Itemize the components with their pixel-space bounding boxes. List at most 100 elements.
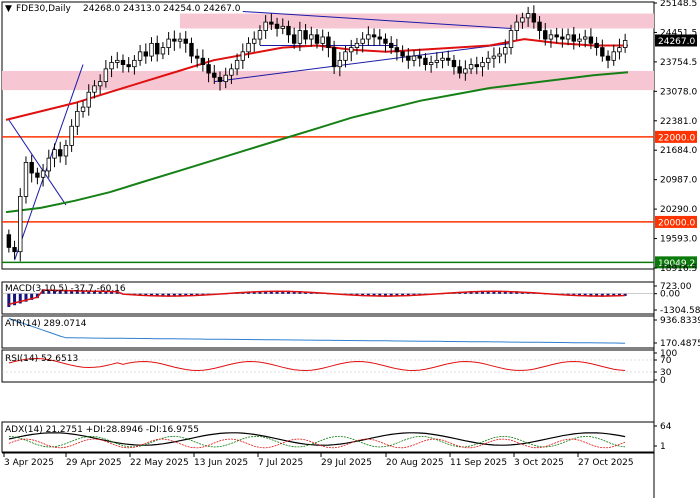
candle-body[interactable] [446, 57, 451, 61]
candle-body[interactable] [588, 36, 594, 44]
candle-body[interactable] [297, 30, 303, 44]
candle-body[interactable] [126, 64, 131, 68]
candle-body[interactable] [463, 68, 468, 74]
candle-body[interactable] [115, 59, 120, 63]
candle-body[interactable] [354, 42, 360, 48]
candle-body[interactable] [537, 21, 542, 31]
candle-body[interactable] [234, 59, 240, 70]
candle-body[interactable] [377, 36, 382, 40]
candle-body[interactable] [605, 55, 611, 61]
candle-body[interactable] [571, 34, 576, 42]
candle-body[interactable] [434, 59, 440, 63]
candle-body[interactable] [388, 42, 394, 48]
candle-body[interactable] [468, 64, 474, 70]
macd-indicator[interactable] [2, 289, 654, 308]
candle-body[interactable] [35, 172, 40, 178]
candle-body[interactable] [143, 51, 149, 57]
trendline[interactable] [242, 10, 512, 29]
adx-indicator[interactable] [8, 432, 626, 449]
candle-body[interactable] [565, 34, 571, 40]
candle-body[interactable] [337, 59, 343, 68]
candle-body[interactable] [520, 17, 525, 23]
candle-body[interactable] [212, 72, 217, 78]
candle-body[interactable] [371, 34, 377, 38]
candle-body[interactable] [497, 53, 502, 57]
rsi-indicator[interactable] [2, 357, 654, 373]
candle-body[interactable] [6, 234, 12, 248]
candle-body[interactable] [366, 34, 371, 40]
candle-body[interactable] [394, 47, 400, 53]
candle-body[interactable] [406, 55, 411, 61]
candle-body[interactable] [109, 62, 114, 70]
candle-body[interactable] [240, 51, 246, 61]
candle-body[interactable] [18, 196, 23, 253]
candle-body[interactable] [314, 34, 320, 44]
candle-body[interactable] [63, 144, 69, 157]
candle-body[interactable] [166, 38, 171, 48]
candle-body[interactable] [155, 42, 160, 55]
candle-body[interactable] [263, 21, 268, 31]
candle-body[interactable] [622, 40, 628, 48]
trendline[interactable] [8, 119, 67, 206]
candle-body[interactable] [286, 25, 291, 36]
candle-body[interactable] [451, 59, 457, 68]
candle-body[interactable] [75, 110, 80, 127]
candle-body[interactable] [525, 13, 531, 19]
trendline[interactable] [214, 42, 512, 83]
candle-body[interactable] [137, 51, 143, 61]
candle-body[interactable] [40, 170, 46, 178]
candle-body[interactable] [58, 149, 63, 157]
candle-body[interactable] [400, 51, 405, 57]
atr-indicator[interactable] [8, 317, 626, 344]
candle-body[interactable] [52, 149, 57, 159]
candle-body[interactable] [320, 36, 325, 44]
candle-body[interactable] [600, 47, 605, 57]
candle-body[interactable] [160, 47, 166, 55]
candle-body[interactable] [69, 125, 74, 146]
candle-body[interactable] [86, 91, 91, 108]
collapse-icon[interactable]: ▼ [5, 4, 12, 14]
candle-body[interactable] [80, 106, 86, 112]
candle-body[interactable] [331, 47, 337, 68]
candle-body[interactable] [480, 62, 485, 68]
candle-body[interactable] [343, 51, 348, 61]
candle-body[interactable] [269, 21, 274, 25]
candle-body[interactable] [29, 161, 34, 174]
candle-body[interactable] [303, 30, 308, 40]
candle-body[interactable] [223, 74, 228, 83]
candle-body[interactable] [485, 57, 491, 63]
candle-body[interactable] [383, 38, 388, 44]
candle-body[interactable] [491, 55, 497, 59]
candle-body[interactable] [617, 47, 622, 53]
candle-body[interactable] [103, 68, 109, 83]
candle-body[interactable] [92, 85, 97, 93]
candle-body[interactable] [417, 55, 422, 59]
candle-body[interactable] [531, 13, 537, 23]
candlesticks[interactable] [6, 5, 628, 262]
candle-body[interactable] [457, 66, 462, 74]
candle-body[interactable] [183, 38, 188, 44]
candle-body[interactable] [280, 25, 285, 29]
candle-body[interactable] [440, 57, 445, 61]
candle-body[interactable] [12, 247, 17, 253]
candle-body[interactable] [172, 38, 177, 42]
candle-body[interactable] [594, 42, 599, 48]
candle-body[interactable] [326, 36, 331, 48]
candle-body[interactable] [291, 34, 297, 44]
candle-body[interactable] [229, 68, 234, 76]
candle-body[interactable] [194, 55, 200, 59]
candle-body[interactable] [132, 59, 137, 68]
candle-body[interactable] [189, 42, 194, 57]
candle-body[interactable] [46, 157, 51, 172]
candle-body[interactable] [246, 42, 251, 53]
candle-body[interactable] [257, 30, 263, 40]
candle-body[interactable] [200, 57, 206, 65]
candle-body[interactable] [514, 21, 519, 31]
candle-body[interactable] [543, 30, 548, 40]
candle-body[interactable] [120, 59, 126, 65]
candle-body[interactable] [554, 34, 559, 38]
candle-body[interactable] [423, 57, 428, 65]
candle-body[interactable] [217, 76, 223, 83]
candle-body[interactable] [23, 161, 29, 197]
